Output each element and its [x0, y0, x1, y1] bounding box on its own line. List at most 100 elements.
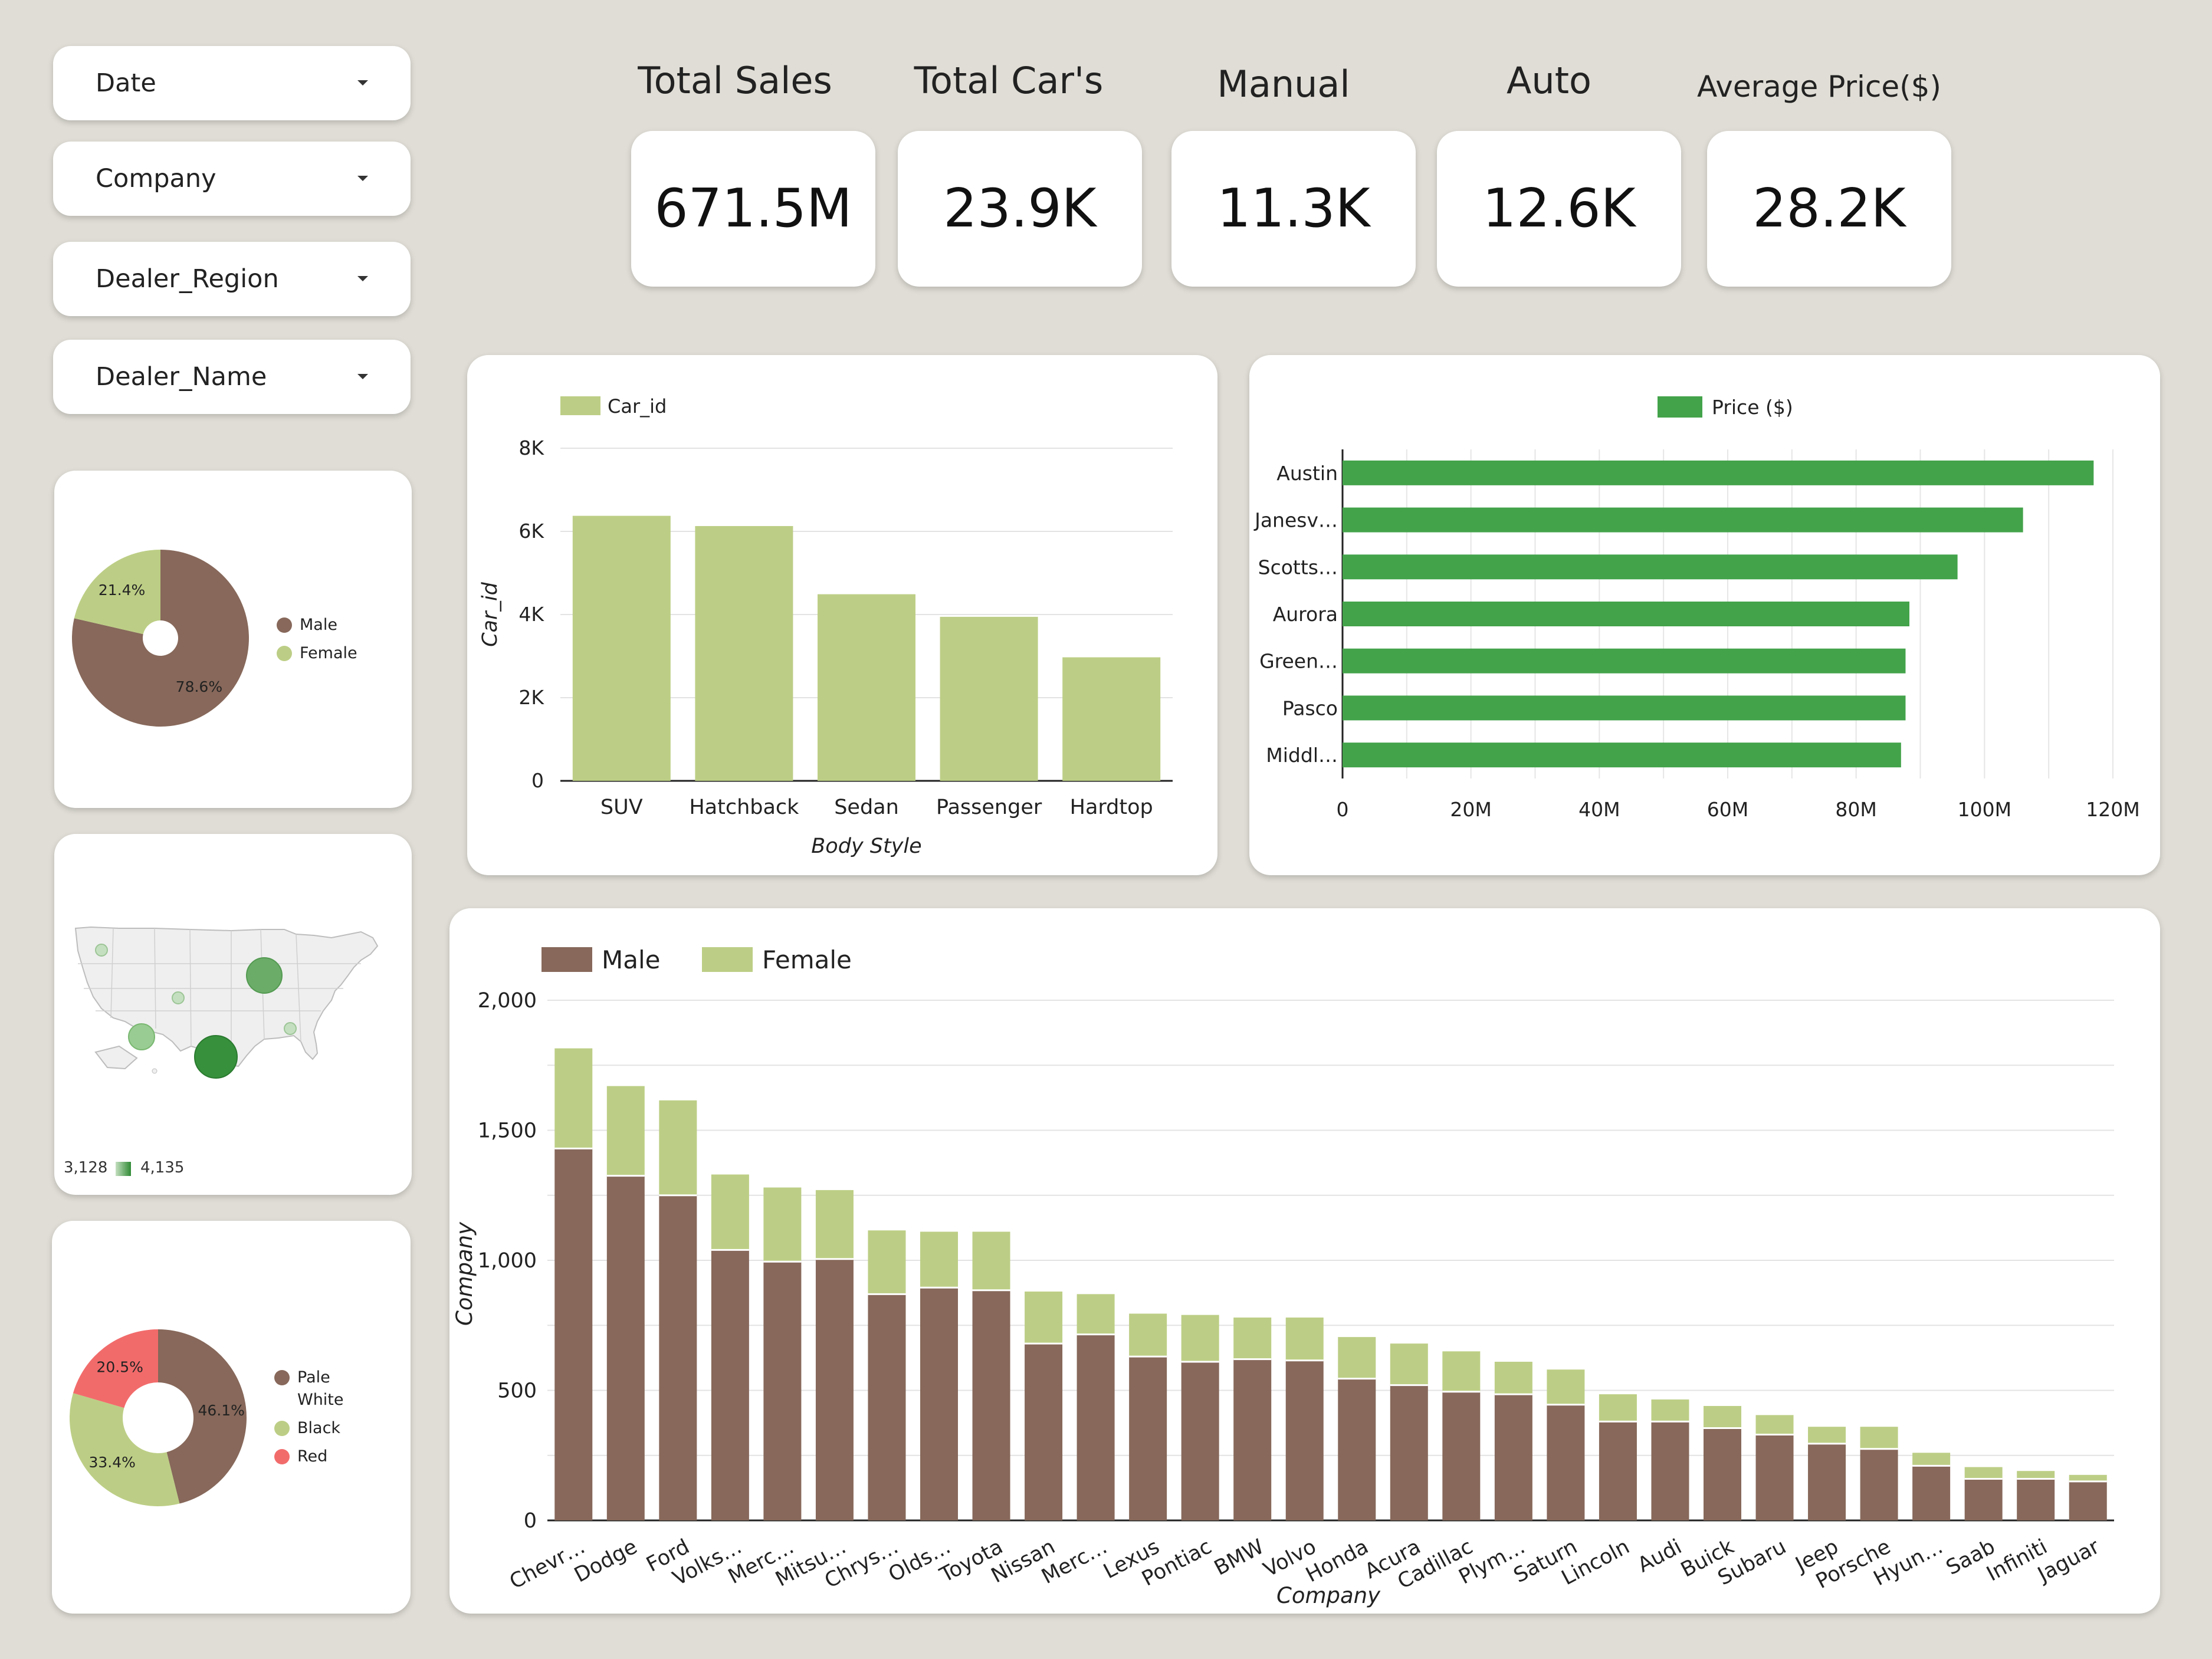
chevron-down-icon — [357, 80, 368, 86]
y-tick-label: 2,000 — [478, 989, 537, 1013]
bar — [1343, 695, 1906, 721]
gender-pie-chart: 78.6% 21.4% Male Female — [72, 550, 357, 727]
map-bubble — [95, 944, 108, 957]
x-tick-label: Hardtop — [1070, 796, 1153, 819]
x-tick-label: 100M — [1958, 798, 2011, 821]
y-tick-label: Aurora — [1273, 603, 1338, 626]
dealer-name-filter[interactable]: Dealer_Name — [53, 340, 411, 414]
bar-female — [972, 1231, 1010, 1290]
dealer-region-filter[interactable]: Dealer_Region — [53, 242, 411, 316]
race-pie-card: 46.1% 33.4% 20.5% Pale White Black Red — [52, 1221, 411, 1614]
bar-male — [1390, 1385, 1428, 1520]
legend-label: Pale — [297, 1368, 330, 1387]
bar-female — [1651, 1399, 1689, 1422]
legend-label: White — [297, 1391, 344, 1409]
legend-swatch — [702, 947, 753, 972]
y-tick-label: 1,000 — [478, 1249, 537, 1273]
legend-label: Female — [300, 644, 357, 662]
kpi-value-total-cars: 23.9K — [943, 178, 1097, 239]
bar-female — [1233, 1318, 1272, 1359]
bar — [1343, 507, 2023, 533]
bar-male — [763, 1262, 802, 1520]
bar — [1062, 657, 1161, 781]
bar-female — [920, 1231, 958, 1288]
bar-female — [1025, 1291, 1063, 1344]
bar-female — [1755, 1415, 1794, 1435]
pie-slice-label: 46.1% — [198, 1402, 244, 1419]
y-tick-label: Middl… — [1266, 744, 1338, 767]
bar-male — [711, 1250, 749, 1520]
dealer-price-bar-chart: 0 20M 40M 60M 80M 100M 120M Austin Janesv… Scotts… — [1253, 396, 2140, 821]
bar-female — [1494, 1361, 1532, 1395]
x-tick-label: Hatchback — [689, 796, 799, 819]
kpi-value-manual: 11.3K — [1217, 178, 1370, 239]
bar-male — [1547, 1404, 1585, 1520]
company-filter[interactable]: Company — [53, 142, 411, 216]
dealer-region-filter-label: Dealer_Region — [96, 264, 279, 294]
pie-slice — [158, 1329, 247, 1504]
bar — [940, 616, 1038, 781]
bar-female — [1338, 1337, 1376, 1379]
kpi-title-total-sales: Total Sales — [638, 59, 832, 102]
company-chart-card: 0 500 1,000 1,500 2,000 Chevr… Dodge Ford Volks…… — [449, 908, 2160, 1614]
bar-male — [1494, 1394, 1532, 1520]
legend-swatch — [1658, 396, 1702, 418]
bar-male — [1442, 1391, 1481, 1520]
bar-male — [868, 1294, 906, 1520]
x-tick-label: Sedan — [834, 796, 899, 819]
bar — [1343, 648, 1906, 674]
kpi-card-total-sales: 671.5M — [631, 131, 875, 287]
kpi-title-manual: Manual — [1217, 63, 1350, 106]
y-tick-label: Austin — [1276, 462, 1338, 485]
legend-label: Male — [602, 945, 660, 974]
legend-label: Black — [297, 1419, 340, 1437]
x-tick-label: Passenger — [936, 796, 1042, 819]
bar-male — [1808, 1443, 1846, 1520]
bar-female — [554, 1048, 593, 1149]
bar-female — [1390, 1343, 1428, 1385]
kpi-card-auto: 12.6K — [1437, 131, 1681, 287]
map-bubble — [128, 1023, 155, 1050]
bar-male — [1755, 1434, 1794, 1520]
legend-swatch — [274, 1421, 290, 1436]
y-tick-label: Green… — [1259, 650, 1338, 673]
legend-swatch — [274, 1449, 290, 1464]
x-tick-label: 20M — [1450, 798, 1491, 821]
bar — [572, 515, 671, 781]
x-tick-label: SUV — [600, 796, 643, 819]
y-tick-label: 6K — [518, 520, 544, 543]
bar-male — [1651, 1421, 1689, 1520]
bar-female — [2069, 1474, 2107, 1481]
map-bubble — [194, 1035, 238, 1079]
kpi-title-auto: Auto — [1507, 59, 1591, 102]
y-tick-label: 0 — [531, 769, 544, 792]
bar-male — [2069, 1481, 2107, 1520]
bar-male — [815, 1259, 854, 1520]
bar-male — [659, 1195, 697, 1520]
kpi-card-manual: 11.3K — [1171, 131, 1416, 287]
alaska-shape — [94, 1045, 138, 1070]
date-filter[interactable]: Date — [53, 46, 411, 120]
pie-slice — [69, 1393, 180, 1506]
bar-male — [1285, 1360, 1324, 1520]
hawaii-shape — [152, 1068, 157, 1074]
bar-female — [1599, 1394, 1637, 1422]
legend-swatch — [541, 947, 592, 972]
bar-female — [1808, 1427, 1846, 1444]
y-tick-label: Pasco — [1282, 697, 1338, 720]
pie-slice-label: 21.4% — [99, 582, 145, 599]
x-tick-label: 40M — [1578, 798, 1620, 821]
bar-female — [606, 1086, 645, 1176]
bar — [1343, 554, 1958, 580]
kpi-value-average-price: 28.2K — [1752, 178, 1906, 239]
bar-female — [868, 1230, 906, 1295]
chevron-down-icon — [357, 176, 368, 181]
bar-male — [1912, 1466, 1951, 1520]
bar-male — [1181, 1361, 1219, 1520]
bar-female — [1547, 1369, 1585, 1405]
bar-female — [1442, 1351, 1481, 1392]
region-map-card: 3,128 4,135 — [54, 834, 412, 1195]
body-style-bar-chart: 0 2K 4K 6K 8K SUV Hatchback Sedan Passenger Hardt… — [478, 395, 1173, 858]
bar-male — [1233, 1359, 1272, 1520]
